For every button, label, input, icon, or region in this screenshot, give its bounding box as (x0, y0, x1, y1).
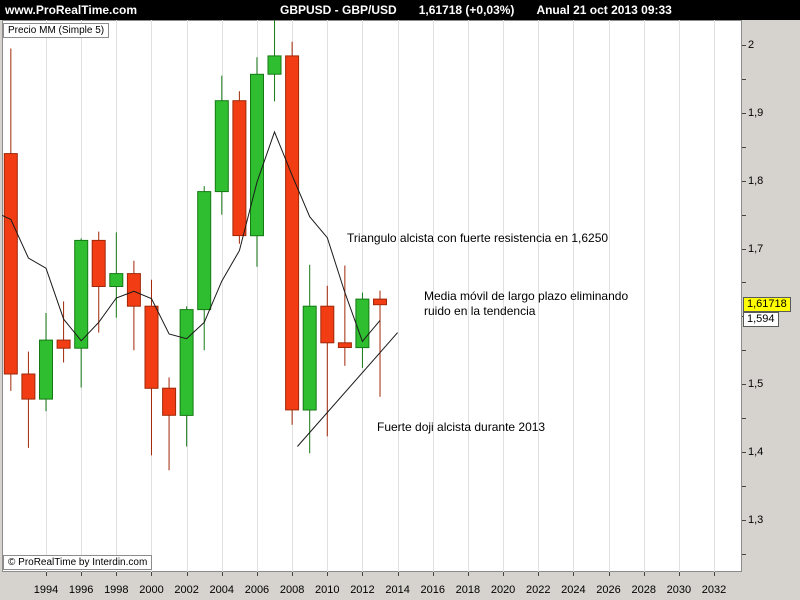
time-axis-label: 2020 (490, 584, 516, 596)
annotation-moving-average[interactable]: Media móvil de largo plazo eliminando ru… (424, 289, 629, 318)
candle-body (373, 298, 387, 306)
time-axis-label: 2018 (455, 584, 481, 596)
annotation-doji[interactable]: Fuerte doji alcista durante 2013 (377, 420, 546, 434)
time-axis-label: 2002 (174, 584, 199, 596)
candle-body (74, 239, 89, 349)
candle-body (197, 191, 212, 311)
candle-body (162, 387, 177, 416)
candle-body (320, 305, 335, 344)
time-axis-label: 1996 (68, 584, 94, 596)
price-axis-label: 1,5 (748, 378, 764, 391)
moving-average-line (2, 130, 381, 343)
candle-body (56, 339, 71, 349)
time-axis-label: 1994 (33, 584, 59, 596)
title-bar: www.ProRealTime.com GBPUSD - GBP/USD 1,6… (0, 0, 800, 20)
price-axis-label: 1,9 (748, 106, 764, 119)
chart-title: GBPUSD - GBP/USD 1,61718 (+0,03%) Anual … (280, 0, 672, 20)
time-axis-label: 2016 (420, 584, 445, 596)
time-axis-label: 1998 (104, 584, 129, 596)
price-axis-label: 1,4 (748, 445, 764, 458)
time-axis-label: 2006 (244, 584, 270, 596)
site-link[interactable]: www.ProRealTime.com (5, 3, 138, 17)
candle-body (179, 309, 194, 416)
time-axis-label: 2014 (385, 584, 410, 596)
time-axis[interactable]: 1994 1996 1998 2000 2002 2004 2006 2008 2010 2012… (0, 572, 800, 600)
price-axis-ticks (742, 45, 746, 555)
plot-background (2, 20, 742, 572)
time-axis-label: 2000 (139, 584, 164, 596)
candle-body (285, 55, 300, 411)
candle-body (302, 305, 317, 411)
candle-body (91, 239, 106, 287)
candle-body (250, 73, 264, 237)
candle-body (214, 100, 229, 193)
candle-body (267, 55, 282, 75)
indicator-label[interactable]: Precio MM (Simple 5) (3, 23, 110, 38)
price-axis-label: 1,7 (748, 242, 764, 255)
candle-body (337, 342, 352, 348)
time-axis-label: 2024 (561, 584, 586, 596)
price-axis-label: 1,3 (748, 513, 764, 526)
price-axis[interactable]: 2 1,9 1,8 1,7 1,5 1,4 1,3 (742, 20, 800, 572)
copyright-label: © ProRealTime by Interdin.com (3, 555, 153, 570)
time-axis-label: 2012 (350, 584, 375, 596)
candle-body (109, 273, 124, 288)
symbol-label: GBPUSD - GBP/USD (280, 3, 397, 17)
time-axis-label: 2030 (666, 584, 692, 596)
trendline[interactable] (297, 332, 398, 447)
candle-body (144, 305, 159, 389)
candle-body (126, 273, 141, 307)
ma-value-tag: 1,594 (743, 312, 779, 328)
price-axis-label: 1,8 (748, 174, 764, 187)
time-axis-label: 2032 (701, 584, 727, 596)
candle-body (39, 339, 53, 400)
candles-group (3, 20, 387, 471)
last-price-tag: 1,61718 (743, 296, 791, 312)
time-axis-label: 2004 (209, 584, 235, 596)
period-date-label: Anual 21 oct 2013 09:33 (536, 3, 672, 17)
time-axis-label: 2010 (315, 584, 340, 596)
time-axis-label: 2026 (596, 584, 621, 596)
time-axis-ticks (46, 572, 715, 576)
quote-label: 1,61718 (+0,03%) (418, 3, 515, 17)
time-axis-label: 2028 (631, 584, 656, 596)
time-axis-label: 2008 (279, 584, 305, 596)
annotation-triangle[interactable]: Triangulo alcista con fuerte resistencia… (347, 231, 609, 245)
time-axis-label: 2022 (525, 584, 551, 596)
candle-body (3, 153, 18, 375)
price-axis-label: 2 (748, 39, 755, 52)
candle-body (21, 373, 36, 400)
plot-contents (2, 20, 715, 572)
candle-body (232, 100, 247, 237)
